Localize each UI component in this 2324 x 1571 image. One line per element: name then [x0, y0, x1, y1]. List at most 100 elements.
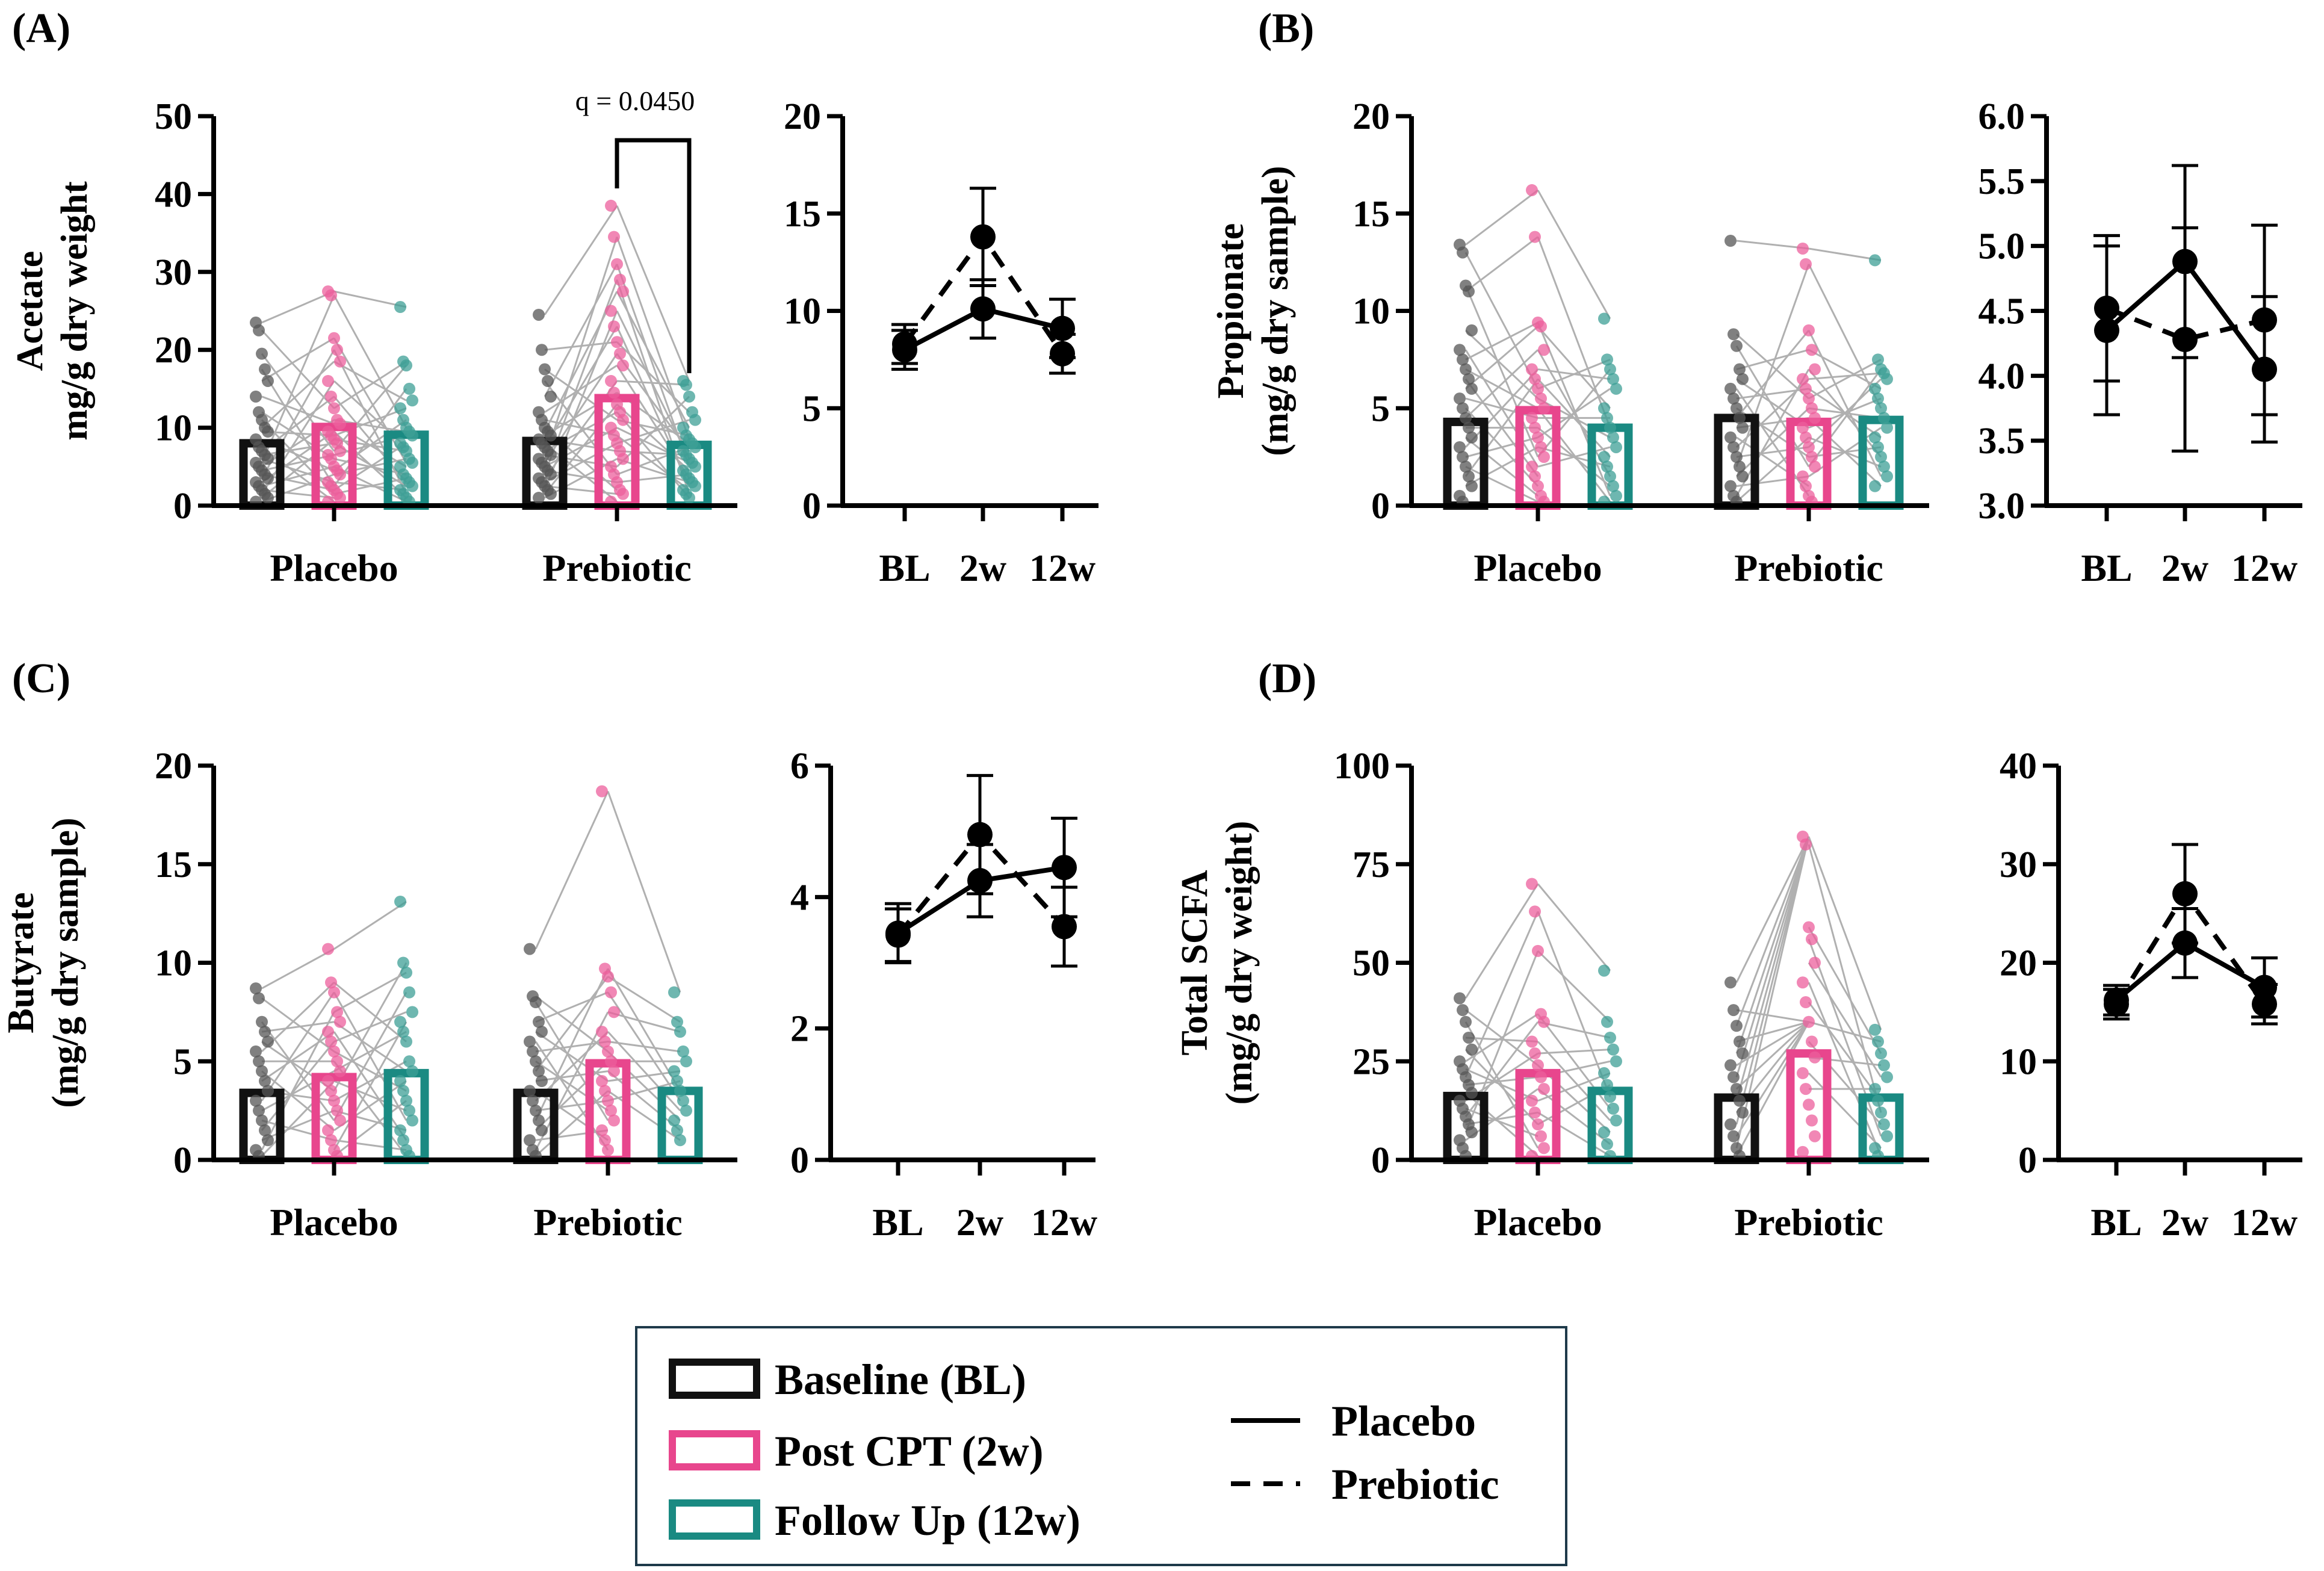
data-point — [1731, 1020, 1743, 1032]
data-point — [1734, 460, 1746, 473]
data-point — [406, 456, 418, 469]
pair-line — [1735, 836, 1810, 983]
pair-line — [1736, 1009, 1809, 1023]
data-point — [1535, 1130, 1547, 1142]
data-point — [1724, 480, 1737, 492]
pair-line — [1808, 368, 1882, 468]
data-point — [1800, 838, 1812, 851]
data-point — [1598, 1067, 1610, 1079]
pair-line — [616, 450, 690, 456]
x-tick-label: Placebo — [1473, 547, 1602, 589]
data-point — [680, 1055, 692, 1068]
data-point — [1809, 363, 1821, 376]
legend-label-follow: Follow Up (12w) — [775, 1496, 1080, 1545]
data-point — [524, 943, 536, 955]
data-point — [542, 374, 554, 387]
data-point — [1526, 1035, 1538, 1048]
data-point — [536, 1026, 548, 1038]
data-point — [602, 970, 614, 983]
data-point — [1724, 431, 1737, 444]
data-point — [1454, 992, 1466, 1005]
pair-line — [616, 435, 690, 491]
data-point — [1529, 231, 1541, 243]
pair-line — [333, 1060, 407, 1102]
data-point — [1724, 1118, 1737, 1131]
pair-line — [535, 991, 609, 1023]
pair-line — [1735, 1021, 1810, 1137]
data-point — [325, 1035, 337, 1048]
mean-point — [2094, 296, 2119, 321]
pair-line — [333, 442, 407, 491]
data-point — [1526, 878, 1538, 890]
data-point — [617, 453, 629, 465]
data-point — [406, 394, 418, 407]
data-point — [1869, 1023, 1881, 1036]
data-point — [1529, 373, 1541, 385]
pair-line — [1808, 1021, 1882, 1043]
y-tick-label: 4.0 — [1978, 356, 2025, 397]
data-point — [1604, 1031, 1616, 1044]
data-point — [545, 429, 557, 442]
data-point — [617, 414, 629, 426]
data-point — [545, 390, 557, 403]
data-point — [325, 1085, 337, 1097]
data-point — [1869, 431, 1881, 444]
data-point — [1881, 1130, 1893, 1142]
x-tick-label: 12w — [2231, 547, 2298, 589]
data-point — [1731, 1083, 1743, 1095]
data-point — [1463, 1031, 1475, 1044]
data-point — [608, 1006, 620, 1018]
pair-line — [544, 291, 618, 432]
pair-line — [1808, 247, 1882, 261]
pair-line — [544, 458, 618, 499]
data-point — [1529, 905, 1541, 918]
y-tick-label: 10 — [155, 943, 192, 984]
data-point — [1731, 339, 1743, 352]
pair-line — [607, 1011, 681, 1033]
y-tick-label: 30 — [155, 252, 192, 293]
y-tick-label: 5 — [1371, 388, 1390, 429]
y-tick-label: 0 — [2018, 1140, 2037, 1181]
data-point — [328, 1045, 340, 1058]
y-tick-label: 6.0 — [1978, 96, 2025, 137]
data-point — [1532, 1118, 1544, 1131]
data-point — [331, 1006, 343, 1018]
pair-line — [1808, 349, 1882, 390]
pair-line — [1465, 1108, 1538, 1138]
data-point — [524, 1085, 536, 1097]
data-point — [1803, 1098, 1815, 1111]
pair-line — [1465, 321, 1538, 361]
pair-line — [261, 329, 335, 409]
data-point — [1532, 431, 1544, 444]
data-point — [1872, 353, 1884, 366]
pair-line — [544, 403, 618, 495]
data-point — [256, 1015, 268, 1028]
pair-line — [1537, 322, 1611, 497]
pair-line — [261, 1011, 335, 1151]
data-point — [253, 1105, 265, 1117]
pair-line — [1464, 378, 1539, 477]
pair-line — [261, 948, 335, 990]
x-tick-label: 12w — [1031, 1201, 1097, 1244]
mean-point — [2252, 991, 2277, 1017]
data-point — [668, 1114, 680, 1127]
data-point — [1526, 1094, 1538, 1107]
data-point — [331, 344, 343, 356]
pair-line — [616, 291, 690, 429]
data-point — [599, 1134, 611, 1147]
data-point — [608, 1065, 620, 1077]
pair-line — [333, 395, 407, 483]
data-point — [394, 895, 406, 908]
data-point — [602, 1144, 614, 1156]
data-point — [1724, 382, 1737, 395]
data-point — [1878, 412, 1890, 424]
legend-box — [635, 1326, 1567, 1566]
legend-label-placebo: Placebo — [1331, 1397, 1476, 1445]
data-point — [674, 1026, 686, 1038]
data-point — [1610, 1114, 1622, 1127]
y-tick-label: 10 — [155, 408, 192, 449]
data-point — [334, 355, 346, 368]
data-point — [256, 347, 268, 360]
data-point — [1526, 363, 1538, 376]
mean-point — [967, 822, 993, 847]
